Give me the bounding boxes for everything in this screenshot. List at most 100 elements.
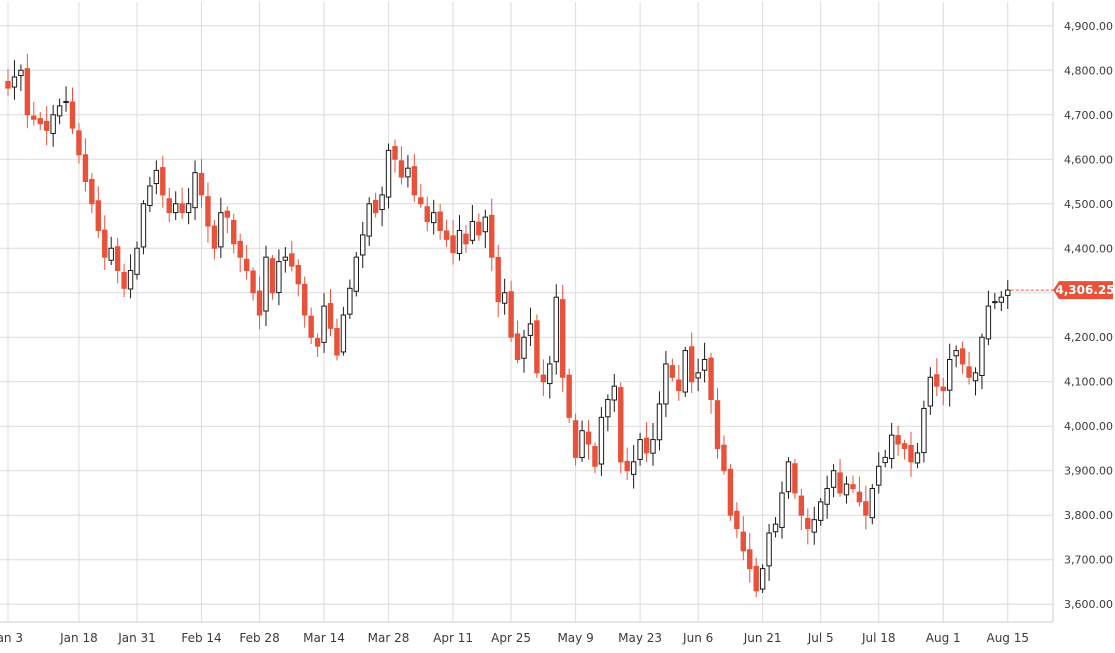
candle-body <box>947 358 953 391</box>
candle <box>972 367 979 396</box>
candle <box>314 333 321 357</box>
x-tick-label: Jan 18 <box>59 631 98 645</box>
candle-body <box>102 229 108 258</box>
candle-body <box>218 212 224 248</box>
candle <box>656 391 663 451</box>
candle-body <box>605 399 611 418</box>
y-tick-label: 3,800.00 <box>1064 509 1113 522</box>
candle-body <box>811 519 817 533</box>
candle-body <box>424 206 430 223</box>
candle-body <box>830 470 837 488</box>
x-tick-label: Jun 6 <box>682 631 713 645</box>
y-tick-label: 3,700.00 <box>1064 554 1113 567</box>
candle-body <box>727 468 734 516</box>
candle-body <box>308 315 314 338</box>
candle-body <box>734 510 740 530</box>
candle <box>127 254 134 299</box>
candle <box>424 196 430 232</box>
candle <box>888 422 895 469</box>
candle <box>934 358 940 397</box>
candle <box>76 123 82 164</box>
candle <box>830 464 837 498</box>
candle <box>379 186 385 227</box>
candle <box>850 475 856 494</box>
candle <box>495 244 501 318</box>
candle-body <box>714 400 721 449</box>
candle-body <box>385 149 392 198</box>
candle-body <box>560 299 566 378</box>
candle <box>966 352 972 385</box>
candle <box>327 289 334 337</box>
candle <box>179 187 185 219</box>
candle <box>792 458 798 499</box>
candle <box>669 358 676 382</box>
candle <box>901 439 908 460</box>
candle <box>392 139 398 173</box>
y-tick-label: 4,500.00 <box>1064 198 1113 211</box>
candle-body <box>282 256 289 261</box>
candle-body <box>353 256 360 292</box>
candle-body <box>979 336 985 377</box>
candle-body <box>514 333 521 360</box>
candle <box>405 154 411 188</box>
candle <box>605 394 611 432</box>
candle-body <box>921 407 927 454</box>
x-tick-label: Jan 3 <box>0 631 23 645</box>
candle-body <box>876 465 882 486</box>
candle-body <box>198 172 205 196</box>
candle <box>624 447 630 480</box>
candle <box>431 199 437 235</box>
candle-body <box>650 439 656 454</box>
candle <box>31 101 37 126</box>
candle <box>947 343 953 407</box>
candle <box>856 476 863 507</box>
candle <box>250 267 256 301</box>
candle <box>263 245 269 327</box>
candle-body <box>630 461 637 475</box>
candle-body <box>695 372 701 379</box>
candle <box>418 183 424 208</box>
candle-body <box>547 363 553 385</box>
candle <box>592 442 598 474</box>
x-tick-label: Aug 15 <box>986 631 1029 645</box>
candle <box>992 293 998 309</box>
candle-body <box>818 501 824 521</box>
candle <box>895 425 901 457</box>
candle-body <box>663 363 669 405</box>
candle-body <box>160 167 166 196</box>
candle <box>469 204 476 245</box>
candle <box>734 502 740 539</box>
candle <box>843 476 850 504</box>
x-tick-label: May 23 <box>618 631 662 645</box>
candle-body <box>489 214 495 258</box>
candle <box>914 442 921 469</box>
candle-body <box>501 292 508 304</box>
candle-body <box>908 444 914 463</box>
candle <box>11 60 18 100</box>
candle <box>689 332 695 394</box>
candle-body <box>243 258 250 272</box>
candle-body <box>521 336 527 359</box>
candle-body <box>676 379 682 392</box>
candle-body <box>405 167 411 178</box>
candle <box>508 280 514 342</box>
candle <box>321 293 327 353</box>
x-tick-label: Jul 5 <box>807 631 834 645</box>
candle <box>231 213 237 254</box>
candle-body <box>31 115 37 120</box>
candle-body <box>972 372 979 382</box>
candle-body <box>624 460 630 472</box>
candle <box>998 290 1004 312</box>
candle-body <box>643 437 650 454</box>
candle-body <box>779 492 785 528</box>
candle-body <box>495 256 501 303</box>
candle-body <box>360 234 366 256</box>
candle <box>160 155 166 208</box>
candle <box>514 320 521 364</box>
candle <box>37 111 43 131</box>
candle-body <box>372 199 379 214</box>
candle <box>611 374 617 412</box>
candle-body <box>843 483 850 496</box>
x-tick-label: Apr 11 <box>433 631 473 645</box>
candle <box>579 420 585 462</box>
